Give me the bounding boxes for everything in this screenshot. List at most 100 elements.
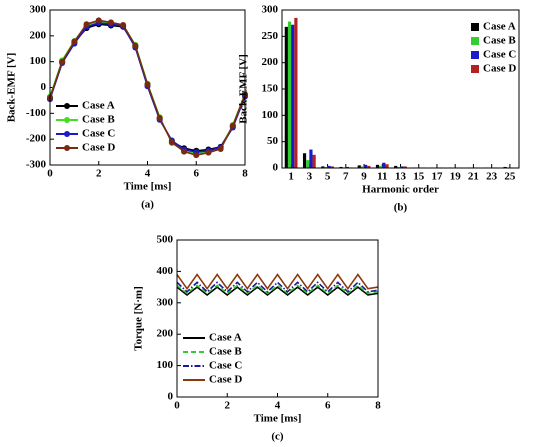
panel-label: (b): [394, 202, 408, 214]
legend-swatch: [471, 23, 479, 31]
y-tick-label: -200: [26, 133, 47, 145]
series-line: [176, 273, 379, 291]
bar: [324, 166, 328, 168]
y-tick-label: 300: [30, 4, 47, 16]
x-tick-label: 0: [174, 400, 180, 412]
x-tick-label: 19: [450, 171, 462, 183]
legend-marker: [64, 145, 70, 151]
legend-label: Case C: [483, 49, 516, 61]
x-tick-label: 9: [361, 171, 367, 183]
y-tick-label: 100: [30, 55, 47, 67]
series-marker: [71, 38, 78, 45]
x-tick-label: 4: [275, 400, 281, 412]
bar: [385, 164, 389, 168]
bar: [394, 165, 398, 168]
bar: [379, 165, 383, 168]
axes-frame: [176, 239, 379, 398]
x-tick-label: 7: [343, 171, 349, 183]
x-tick-label: 17: [431, 171, 443, 183]
x-tick-label: 1: [288, 171, 294, 183]
bar: [375, 164, 380, 168]
series-line: [176, 284, 379, 295]
x-tick-label: 8: [375, 400, 381, 412]
y-tick-label: 400: [157, 265, 174, 277]
axes-frame: [49, 9, 246, 166]
y-tick-label: -300: [26, 159, 47, 171]
x-tick-label: 11: [377, 171, 387, 183]
legend-label: Case C: [209, 360, 242, 372]
x-tick-label: 2: [225, 400, 231, 412]
bar: [309, 149, 313, 168]
x-tick-label: 6: [325, 400, 331, 412]
x-tick-label: 3: [307, 171, 313, 183]
series-marker: [107, 19, 114, 26]
panel-label: (c): [271, 431, 284, 443]
legend-label: Case D: [82, 142, 115, 154]
series-marker: [144, 81, 151, 88]
series-marker: [229, 122, 236, 129]
series-marker: [156, 114, 163, 121]
bar: [400, 166, 404, 168]
bar: [367, 165, 371, 168]
y-tick-label: 500: [157, 234, 174, 246]
series-marker: [59, 58, 66, 65]
y-tick-label: 300: [157, 296, 174, 308]
y-tick-label: 100: [157, 359, 174, 371]
x-tick-label: 21: [468, 171, 479, 183]
legend-swatch: [471, 51, 479, 59]
series-marker: [83, 21, 90, 28]
bar: [357, 165, 361, 168]
y-tick-label: 250: [262, 30, 279, 42]
x-axis-label: Time [ms]: [254, 413, 302, 425]
bar: [294, 17, 298, 169]
y-axis-label: Back-EMF [V]: [6, 53, 18, 123]
y-tick-label: 100: [262, 109, 279, 121]
y-tick-label: 200: [157, 328, 174, 340]
axes-frame: [281, 9, 520, 169]
bar: [403, 166, 407, 168]
y-tick-label: 0: [41, 81, 47, 93]
bar: [306, 160, 310, 168]
bar: [287, 21, 292, 168]
series-marker: [193, 152, 200, 159]
series-marker: [132, 42, 139, 49]
y-tick-label: 200: [30, 29, 47, 41]
series-marker: [181, 148, 188, 155]
bar: [339, 166, 343, 168]
legend-marker: [64, 103, 70, 109]
legend-label: Case D: [483, 63, 516, 75]
bar: [291, 24, 295, 168]
bar: [330, 166, 334, 168]
panel-label: (a): [141, 199, 154, 211]
bar: [302, 153, 307, 168]
legend-swatch: [471, 37, 479, 45]
bar: [345, 166, 349, 168]
legend-label: Case D: [209, 374, 242, 386]
series-marker: [168, 139, 175, 146]
y-tick-label: 0: [273, 162, 279, 174]
y-tick-label: 300: [262, 4, 279, 16]
series-marker: [120, 21, 127, 28]
bar: [312, 154, 316, 168]
bar: [284, 26, 288, 168]
series-marker: [205, 149, 212, 156]
bar: [364, 164, 368, 168]
x-tick-label: 0: [47, 168, 53, 180]
y-tick-label: 0: [168, 391, 174, 403]
series-marker: [217, 145, 224, 152]
x-tick-label: 4: [145, 168, 151, 180]
bar: [327, 165, 331, 168]
x-axis-label: Harmonic order: [362, 184, 439, 196]
x-tick-label: 25: [504, 171, 516, 183]
bar: [321, 166, 325, 168]
bar: [397, 166, 401, 168]
legend-label: Case B: [209, 346, 242, 358]
y-tick-label: -100: [26, 107, 47, 119]
legend-label: Case B: [82, 114, 115, 126]
legend-label: Case A: [82, 100, 115, 112]
bar: [360, 166, 365, 168]
x-tick-label: 13: [395, 171, 407, 183]
x-tick-label: 23: [486, 171, 498, 183]
y-axis-label: Back-EMF [V]: [238, 54, 250, 124]
legend-label: Case A: [209, 332, 242, 344]
